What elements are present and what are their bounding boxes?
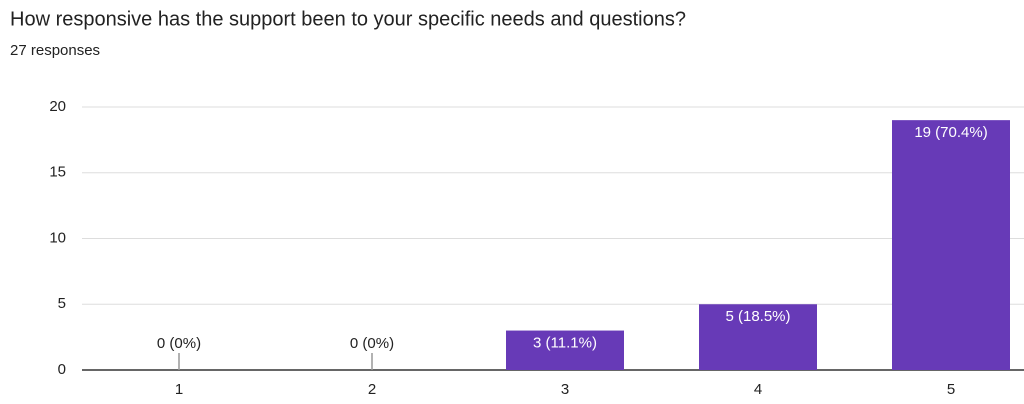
x-tick-label: 2 xyxy=(368,381,376,398)
y-tick-label: 20 xyxy=(49,98,66,115)
y-tick-label: 5 xyxy=(58,295,66,312)
data-label: 5 (18.5%) xyxy=(725,308,790,325)
y-tick-label: 10 xyxy=(49,229,66,246)
x-tick-label: 4 xyxy=(754,381,762,398)
data-label: 19 (70.4%) xyxy=(914,124,987,141)
data-label: 3 (11.1%) xyxy=(533,335,597,352)
bar xyxy=(506,330,624,370)
y-tick-label: 0 xyxy=(58,361,66,378)
bar xyxy=(892,120,1010,371)
x-tick-label: 5 xyxy=(947,381,955,398)
chart-subtitle: 27 responses xyxy=(10,42,100,59)
data-label: 0 (0%) xyxy=(350,335,394,352)
x-tick-label: 3 xyxy=(561,381,569,398)
y-tick-label: 15 xyxy=(49,164,66,181)
bar xyxy=(699,304,817,370)
chart-title: How responsive has the support been to y… xyxy=(10,8,686,30)
x-tick-label: 1 xyxy=(175,381,183,398)
data-label: 0 (0%) xyxy=(157,335,201,352)
